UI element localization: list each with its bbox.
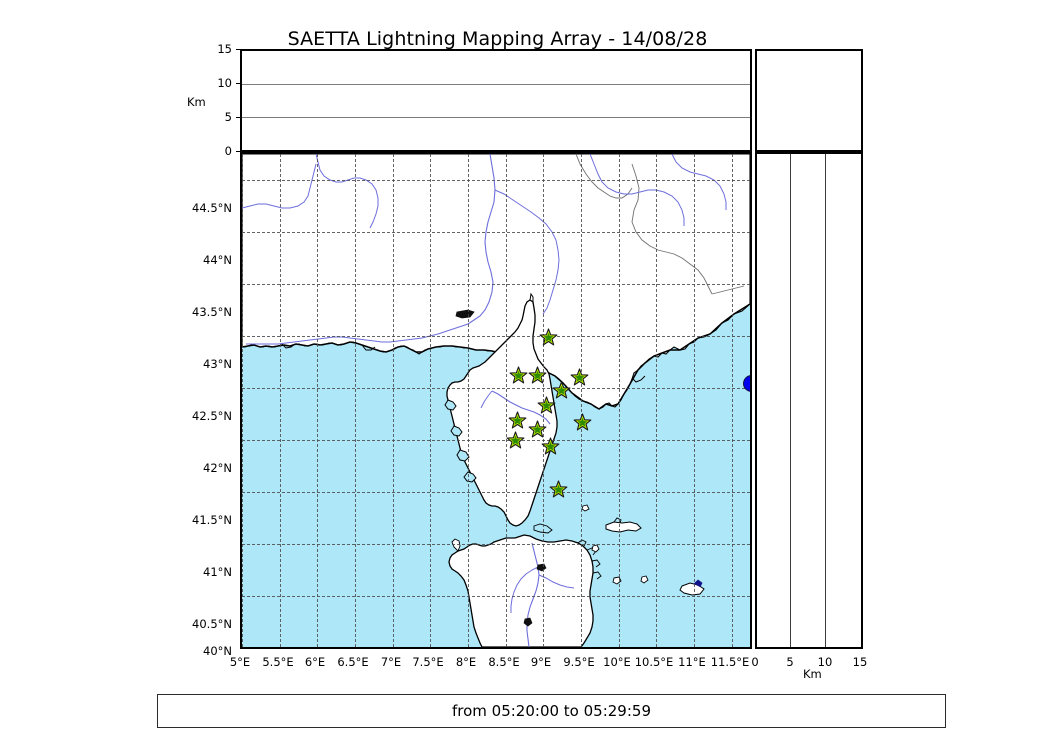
right-panel-gridline-10: [825, 154, 826, 647]
top-panel-gridline-5: [242, 117, 750, 118]
station-star-icon[interactable]: [541, 437, 560, 456]
map-gridline-lat-41: [242, 544, 750, 545]
time-range-caption: from 05:20:00 to 05:29:59: [451, 702, 651, 720]
station-star-icon[interactable]: [509, 366, 528, 385]
page-title: SAETTA Lightning Mapping Array - 14/08/2…: [287, 28, 708, 50]
top-panel-tick-0: [236, 151, 240, 153]
map-ytick-42: 42°N: [203, 461, 232, 475]
map-gridline-lon-7.5: [430, 154, 431, 647]
map-xtick-6: 6°E: [304, 655, 326, 669]
map-gridline-lat-42.5: [242, 388, 750, 389]
map-ytick-42.5: 42.5°N: [192, 409, 232, 423]
map-ytick-44: 44°N: [203, 253, 232, 267]
top-altitude-panel: [240, 49, 752, 152]
map-xtick-10: 10°E: [603, 655, 631, 669]
map-xtick-11.5: 11.5°E: [710, 655, 750, 669]
right-panel-axis-label: Km: [803, 667, 822, 681]
station-star-icon[interactable]: [573, 413, 592, 432]
right-panel-xtick-0: 0: [751, 655, 759, 669]
map-gridline-lon-7: [393, 154, 394, 647]
station-star-icon[interactable]: [508, 411, 527, 430]
station-star-icon[interactable]: [539, 328, 558, 347]
top-panel-tick-5: [236, 117, 240, 119]
map-xtick-9: 9°E: [530, 655, 552, 669]
top-panel-ytick-10: 10: [217, 76, 232, 90]
map-ytick-43.5: 43.5°N: [192, 305, 232, 319]
basemap-svg: [242, 154, 750, 647]
top-panel-gridline-10: [242, 84, 750, 85]
map-gridline-lat-40.5: [242, 596, 750, 597]
map-ytick-43: 43°N: [203, 357, 232, 371]
map-ytick-41.5: 41.5°N: [192, 513, 232, 527]
top-panel-axis-label: Km: [187, 95, 206, 109]
map-xtick-11: 11°E: [678, 655, 706, 669]
station-star-icon[interactable]: [528, 366, 547, 385]
map-gridline-lat-40: [242, 648, 750, 649]
map-gridline-lon-9.5: [581, 154, 582, 647]
map-xtick-8: 8°E: [455, 655, 477, 669]
right-panel-xtick-15: 15: [852, 655, 868, 669]
map-xtick-10.5: 10.5°E: [634, 655, 674, 669]
map-xtick-6.5: 6.5°E: [337, 655, 369, 669]
top-panel-tick-15: [236, 49, 240, 51]
map-gridline-lat-41.5: [242, 492, 750, 493]
right-panel-gridline-5: [790, 154, 791, 647]
right-panel-xtick-10: 10: [817, 655, 833, 669]
map-gridline-lat-44.5: [242, 180, 750, 181]
map-xtick-5: 5°E: [229, 655, 251, 669]
map-gridline-lon-11: [694, 154, 695, 647]
map-gridline-lon-10.5: [656, 154, 657, 647]
map-inner: [242, 154, 750, 647]
corner-panel: [755, 49, 863, 152]
caption-box: from 05:20:00 to 05:29:59: [157, 694, 946, 728]
right-altitude-panel: [755, 152, 863, 649]
map-gridline-lon-11.5: [732, 154, 733, 647]
map-ytick-41: 41°N: [203, 565, 232, 579]
map-ytick-40: 40°N: [203, 644, 232, 658]
map-gridline-lon-5: [242, 154, 243, 647]
map-xtick-9.5: 9.5°E: [563, 655, 595, 669]
top-panel-ytick-5: 5: [224, 110, 232, 124]
map-ytick-40.5: 40.5°N: [192, 617, 232, 631]
right-panel-xtick-5: 5: [786, 655, 794, 669]
station-star-icon[interactable]: [552, 381, 571, 400]
map-xtick-7.5: 7.5°E: [412, 655, 444, 669]
map-xtick-7: 7°E: [380, 655, 402, 669]
top-panel-tick-10: [236, 83, 240, 85]
map-panel[interactable]: [240, 152, 752, 649]
map-gridline-lat-42: [242, 440, 750, 441]
map-gridline-lon-6.5: [355, 154, 356, 647]
map-gridline-lon-8: [468, 154, 469, 647]
map-gridline-lon-6: [317, 154, 318, 647]
map-gridline-lon-5.5: [280, 154, 281, 647]
station-star-icon[interactable]: [549, 480, 568, 499]
map-gridline-lat-44: [242, 232, 750, 233]
map-xtick-8.5: 8.5°E: [488, 655, 520, 669]
top-panel-ytick-15: 15: [217, 42, 232, 56]
map-gridline-lon-10: [619, 154, 620, 647]
station-star-icon[interactable]: [506, 431, 525, 450]
map-ytick-44.5: 44.5°N: [192, 201, 232, 215]
map-gridline-lon-8.5: [506, 154, 507, 647]
map-gridline-lat-43.5: [242, 284, 750, 285]
station-star-icon[interactable]: [537, 396, 556, 415]
map-gridline-lon-9: [543, 154, 544, 647]
station-star-icon[interactable]: [570, 368, 589, 387]
map-gridline-lat-43: [242, 336, 750, 337]
top-panel-ytick-0: 0: [224, 144, 232, 158]
station-star-icon[interactable]: [528, 419, 547, 439]
map-xtick-5.5: 5.5°E: [262, 655, 294, 669]
